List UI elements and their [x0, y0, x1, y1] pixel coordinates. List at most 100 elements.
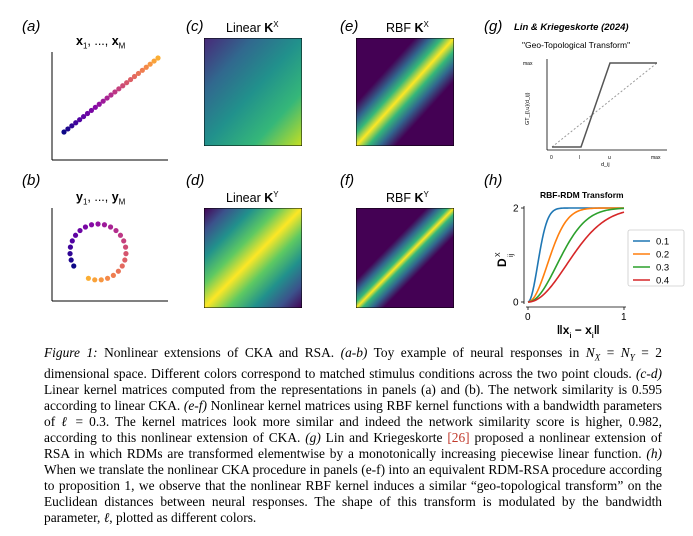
panel-label-g: (g) [484, 18, 503, 35]
scatter-point-a [127, 76, 134, 83]
scatter-point-a [96, 101, 102, 107]
legend-label: 0.2 [656, 250, 669, 261]
scatter-point-b [85, 275, 92, 281]
h-legend-box [627, 229, 685, 287]
panel-e-heatmap [356, 38, 454, 146]
panel-f-heatmap [356, 208, 454, 308]
scatter-point-b [98, 277, 104, 283]
panel-label-e: (e) [340, 18, 359, 35]
scatter-point-a [124, 80, 130, 86]
scatter-point-b [82, 224, 89, 230]
g-xtick-u: u [608, 155, 611, 161]
scatter-point-b [104, 275, 111, 281]
panel-e-title: RBF KX [386, 20, 429, 36]
series-line-0.4 [527, 211, 625, 303]
g-ylabel: GT_{l,u}(d_ij) [525, 92, 531, 125]
panel-label-h: (h) [484, 172, 503, 189]
scatter-point-b [121, 238, 127, 244]
panel-g-subtitle: "Geo-Topological Transform" [522, 40, 631, 50]
h-xtick-label: 0 [525, 312, 531, 323]
scatter-point-b [88, 222, 95, 228]
scatter-point-a [61, 129, 67, 135]
g-ytick-max: max [523, 61, 533, 67]
panel-a-title: x1, ..., xM [76, 34, 126, 51]
scatter-point-a [77, 117, 83, 123]
g-xlabel: d_ij [601, 162, 610, 167]
g-xtick-0: 0 [550, 155, 553, 161]
scatter-point-b [122, 257, 128, 263]
scatter-point-a [84, 110, 91, 117]
scatter-point-b [71, 263, 77, 269]
scatter-point-b [113, 227, 119, 234]
panel-g-title: Lin & Kriegeskorte (2024) [514, 22, 629, 33]
scatter-point-a [151, 58, 157, 64]
scatter-point-a [147, 61, 153, 67]
legend-label: 0.4 [656, 276, 669, 287]
scatter-point-b [122, 244, 129, 250]
series-line-0.3 [527, 207, 625, 303]
legend-label: 0.3 [656, 263, 669, 274]
panel-label-a: (a) [22, 18, 41, 35]
panel-label-f: (f) [340, 172, 355, 189]
scatter-point-a [104, 95, 110, 101]
g-xtick-max: max [651, 155, 661, 161]
h-xtick-label: 1 [621, 312, 627, 323]
scatter-point-a [88, 107, 95, 114]
h-ytick-label: 2 [513, 204, 519, 215]
panel-d-title: Linear KY [226, 190, 279, 206]
citation-link[interactable]: [26] [447, 429, 470, 445]
scatter-point-b [117, 232, 124, 238]
panel-d-heatmap [204, 208, 302, 308]
g-xtick-l: l [579, 155, 580, 161]
scatter-point-b [107, 224, 114, 230]
scatter-point-b [72, 232, 79, 238]
scatter-point-a [100, 98, 106, 104]
panel-label-c: (c) [186, 18, 204, 35]
scatter-point-b [123, 251, 129, 257]
h-ytick-label: 0 [513, 298, 519, 309]
scatter-point-b [110, 272, 116, 278]
panel-f-title: RBF KY [386, 190, 429, 206]
scatter-point-b [92, 277, 98, 283]
panel-h-title: RBF-RDM Transform [540, 190, 624, 200]
scatter-point-a [139, 67, 145, 73]
scatter-point-a [108, 92, 114, 98]
scatter-point-b [115, 268, 121, 274]
scatter-point-a [69, 123, 75, 129]
panel-b-scatter [51, 208, 168, 302]
panel-label-b: (b) [22, 172, 41, 189]
series-line-0.2 [527, 207, 624, 303]
panel-c-title: Linear KX [226, 20, 279, 36]
h-ylabel-sub: ij [508, 253, 515, 257]
scatter-point-b [77, 227, 83, 234]
figure-caption: Figure 1: Nonlinear extensions of CKA an… [44, 345, 662, 525]
panel-label-d: (d) [186, 172, 205, 189]
scatter-point-b [69, 238, 75, 244]
legend-label: 0.1 [656, 237, 669, 248]
scatter-point-a [143, 64, 149, 70]
h-xlabel: ‖xi − xj‖ [557, 323, 600, 338]
scatter-point-a [80, 113, 87, 120]
panel-h-chart: 0 2 0 1 DX ij ‖xi − xj‖ 0.1 0.2 0.3 0.4 [495, 204, 685, 338]
panel-b-title: y1, ..., yM [76, 190, 126, 207]
h-ylabel-sup: X [495, 252, 502, 257]
scatter-point-b [95, 221, 101, 227]
scatter-point-b [67, 244, 74, 250]
scatter-point-a [112, 89, 118, 95]
scatter-point-a [92, 104, 98, 110]
scatter-point-a [131, 73, 138, 80]
panel-a-scatter [51, 52, 168, 161]
scatter-point-b [119, 263, 125, 269]
scatter-point-a [135, 70, 142, 77]
scatter-point-a [65, 126, 71, 132]
scatter-point-a [155, 55, 161, 61]
scatter-point-a [120, 83, 126, 89]
scatter-point-a [116, 86, 122, 92]
scatter-point-b [101, 222, 108, 228]
scatter-point-a [73, 120, 79, 126]
series-line-0.1 [527, 207, 624, 303]
scatter-point-b [68, 257, 74, 263]
panel-c-heatmap [204, 38, 302, 146]
h-ylabel: D [495, 258, 509, 267]
scatter-point-b [67, 251, 73, 257]
